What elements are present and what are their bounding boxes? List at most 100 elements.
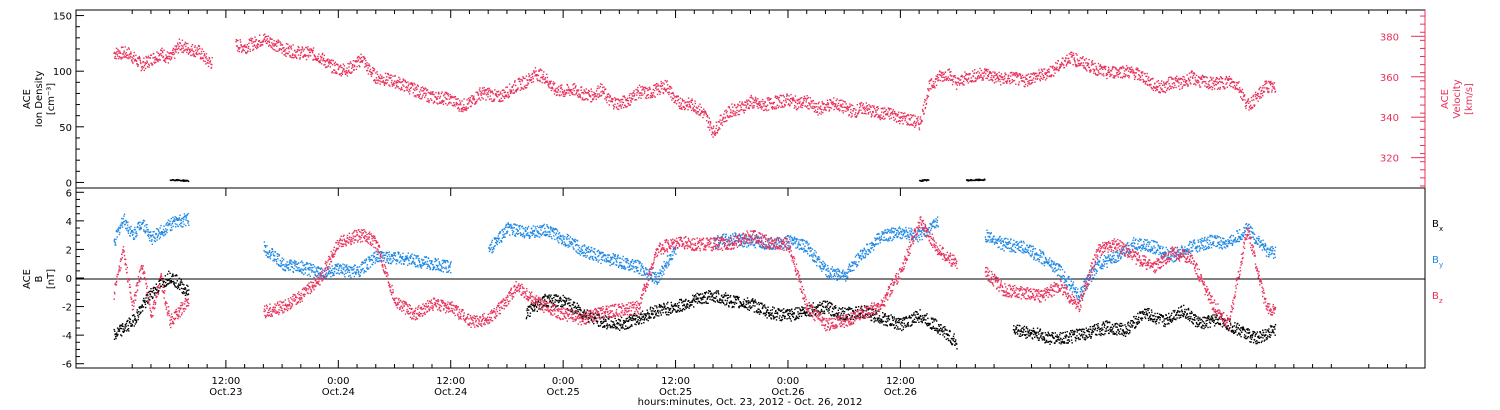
data-point bbox=[737, 104, 740, 106]
data-point bbox=[984, 68, 986, 70]
data-point bbox=[829, 302, 831, 304]
data-point bbox=[978, 179, 980, 182]
data-point bbox=[483, 89, 485, 91]
data-point bbox=[1234, 86, 1236, 88]
data-point bbox=[396, 79, 399, 82]
data-point bbox=[863, 108, 865, 111]
data-point bbox=[856, 104, 858, 106]
data-point bbox=[321, 52, 324, 55]
data-point bbox=[173, 283, 175, 286]
data-point bbox=[704, 292, 707, 294]
data-point bbox=[187, 47, 189, 49]
data-point bbox=[703, 108, 705, 110]
data-point bbox=[183, 292, 186, 294]
data-point bbox=[749, 305, 751, 307]
data-point bbox=[872, 111, 874, 114]
data-point bbox=[155, 59, 157, 61]
data-point bbox=[997, 76, 999, 78]
data-point bbox=[542, 296, 545, 298]
data-point bbox=[1152, 77, 1154, 80]
data-point bbox=[126, 328, 129, 331]
data-point bbox=[746, 300, 748, 302]
data-point bbox=[504, 94, 507, 96]
data-point bbox=[1136, 68, 1138, 71]
data-point bbox=[715, 292, 717, 295]
data-point bbox=[667, 301, 669, 304]
data-point bbox=[137, 65, 139, 67]
data-point bbox=[624, 320, 626, 322]
data-point bbox=[1074, 63, 1077, 65]
data-point bbox=[1204, 81, 1207, 83]
data-point bbox=[485, 99, 487, 101]
data-point bbox=[280, 49, 283, 51]
data-point bbox=[342, 69, 344, 71]
data-point bbox=[562, 294, 564, 297]
data-point bbox=[129, 318, 132, 321]
data-point bbox=[1154, 82, 1156, 84]
data-point bbox=[660, 85, 662, 88]
data-point bbox=[748, 306, 750, 308]
data-point bbox=[676, 311, 678, 313]
data-point bbox=[1095, 74, 1097, 76]
data-point bbox=[940, 71, 942, 73]
data-point bbox=[830, 314, 832, 316]
data-point bbox=[307, 49, 309, 51]
data-point bbox=[1161, 88, 1163, 90]
data-point bbox=[317, 60, 320, 63]
data-point bbox=[114, 53, 117, 55]
data-point bbox=[1188, 72, 1191, 74]
data-point bbox=[1028, 76, 1031, 78]
data-point bbox=[887, 113, 889, 115]
data-point bbox=[851, 104, 854, 107]
data-point bbox=[753, 106, 755, 109]
data-point bbox=[130, 60, 133, 62]
data-point bbox=[396, 86, 398, 88]
data-point bbox=[1016, 73, 1019, 75]
data-point bbox=[819, 301, 821, 304]
data-point bbox=[936, 73, 939, 76]
data-point bbox=[533, 305, 535, 307]
data-point bbox=[1101, 74, 1103, 76]
data-point bbox=[1196, 81, 1198, 83]
data-point bbox=[699, 109, 701, 111]
data-point bbox=[728, 107, 731, 109]
data-point bbox=[283, 47, 285, 49]
data-point bbox=[677, 306, 680, 309]
data-point bbox=[1136, 67, 1138, 69]
data-point bbox=[1070, 53, 1072, 56]
data-point bbox=[1254, 95, 1257, 97]
data-point bbox=[759, 106, 761, 109]
data-point bbox=[895, 114, 897, 116]
data-point bbox=[964, 71, 966, 73]
data-point bbox=[368, 64, 370, 67]
data-point bbox=[658, 303, 661, 306]
data-point bbox=[486, 87, 489, 90]
data-point bbox=[634, 323, 636, 325]
data-point bbox=[537, 74, 540, 77]
data-point bbox=[765, 314, 767, 316]
data-point bbox=[203, 53, 206, 55]
data-point bbox=[1261, 89, 1263, 92]
data-point bbox=[153, 61, 155, 63]
data-point bbox=[884, 117, 886, 120]
data-point bbox=[768, 97, 770, 99]
data-point bbox=[740, 302, 742, 304]
data-point bbox=[122, 53, 125, 55]
data-point bbox=[724, 116, 727, 119]
data-point bbox=[1061, 61, 1063, 64]
data-point bbox=[359, 61, 361, 63]
data-point bbox=[383, 84, 386, 86]
data-point bbox=[1001, 78, 1003, 80]
data-point bbox=[1150, 83, 1152, 86]
data-point bbox=[1104, 67, 1106, 69]
data-point bbox=[736, 295, 739, 298]
data-point bbox=[1215, 78, 1217, 81]
data-point bbox=[622, 101, 625, 104]
data-point bbox=[1242, 92, 1245, 94]
data-point bbox=[1149, 79, 1151, 81]
data-point bbox=[543, 295, 546, 297]
data-point bbox=[590, 319, 592, 321]
data-point bbox=[1173, 82, 1176, 84]
data-point bbox=[813, 107, 815, 109]
data-point bbox=[322, 57, 325, 60]
